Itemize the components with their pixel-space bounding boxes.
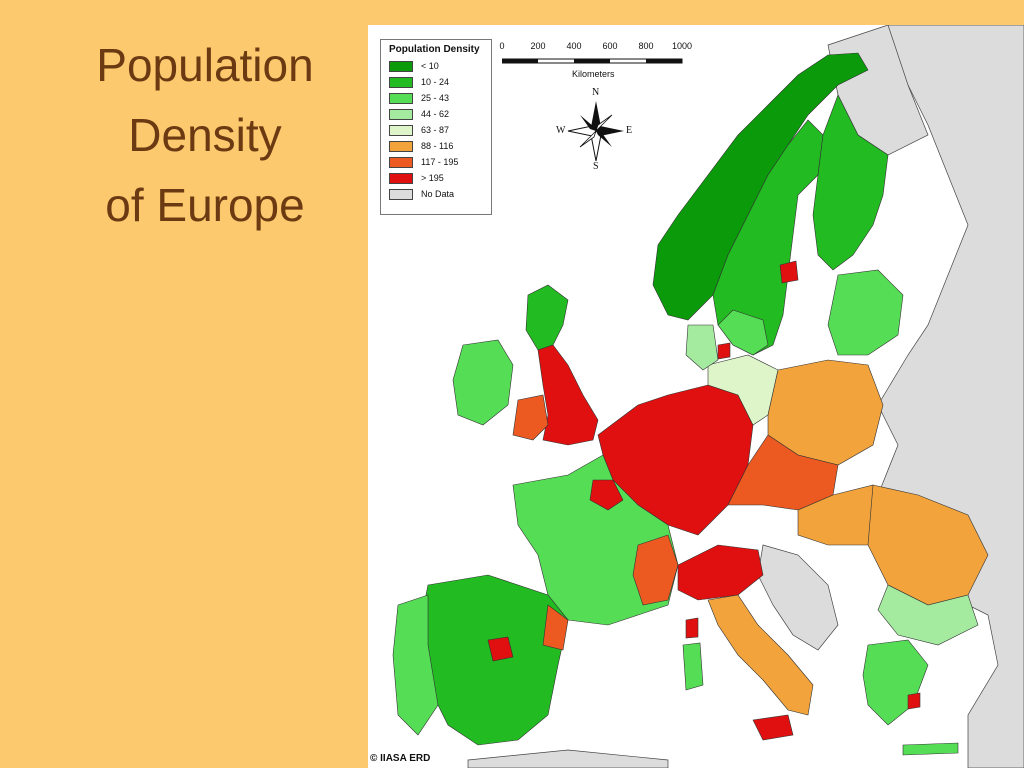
region-copenhagen — [717, 342, 731, 360]
region-paris-area — [589, 479, 624, 511]
legend-rows: < 10 10 - 24 25 - 43 44 - 62 63 - 87 88 - 116… — [389, 58, 485, 202]
region-bulgaria-green — [877, 584, 979, 646]
scale-tick-label: 1000 — [671, 41, 693, 51]
region-baltic — [827, 269, 904, 356]
region-north-italy — [677, 544, 764, 601]
scale-tick-label: 0 — [499, 41, 505, 51]
region-germany-east — [707, 354, 779, 426]
legend-item: > 195 — [389, 170, 485, 186]
legend-label: 117 - 195 — [421, 157, 459, 167]
title-line-3: of Europe — [105, 179, 305, 231]
legend-item: 44 - 62 — [389, 106, 485, 122]
legend-item: 63 - 87 — [389, 122, 485, 138]
slide-title: Population Density of Europe — [40, 30, 370, 240]
legend-title: Population Density — [389, 44, 480, 55]
map-canvas — [392, 25, 1024, 768]
legend-item: < 10 — [389, 58, 485, 74]
region-corsica — [685, 617, 699, 639]
region-stockholm — [779, 260, 799, 284]
legend-label: > 195 — [421, 173, 444, 183]
region-greece — [862, 639, 929, 726]
compass-icon — [567, 101, 624, 162]
compass-east-label: E — [626, 125, 633, 136]
legend-swatch — [389, 108, 413, 120]
region-sardinia — [682, 642, 704, 691]
region-madrid — [487, 636, 514, 662]
legend-label: 25 - 43 — [421, 93, 450, 103]
scale-bar-graphic — [502, 58, 683, 64]
legend-swatch — [389, 60, 413, 72]
balkans-no-data — [757, 544, 839, 651]
region-crete — [902, 742, 959, 756]
legend-label: No Data — [421, 189, 455, 199]
legend-swatch — [389, 156, 413, 168]
legend-label: 44 - 62 — [421, 109, 450, 119]
compass-south-label: S — [593, 161, 599, 172]
map-legend: Population Density < 10 10 - 24 25 - 43 44 … — [380, 39, 492, 215]
region-portugal — [392, 594, 439, 736]
scale-bar: 0 200 400 600 800 1000 Kilometers — [499, 41, 702, 85]
legend-label: < 10 — [421, 61, 439, 71]
no-data-land-east — [877, 25, 1024, 768]
region-poland — [767, 359, 884, 466]
region-sicily — [752, 714, 794, 741]
legend-item: 25 - 43 — [389, 90, 485, 106]
title-line-1: Population — [96, 39, 314, 91]
legend-item: No Data — [389, 186, 485, 202]
legend-item: 88 - 116 — [389, 138, 485, 154]
title-line-2: Density — [128, 109, 282, 161]
legend-swatch — [389, 172, 413, 184]
scale-tick-label: 600 — [602, 41, 618, 51]
region-denmark — [685, 324, 719, 371]
region-athens — [907, 692, 921, 710]
europe-density-map: Population Density < 10 10 - 24 25 - 43 44 … — [368, 25, 1024, 768]
scale-tick-label: 400 — [566, 41, 582, 51]
compass-west-label: W — [556, 125, 566, 136]
region-rhone — [632, 534, 679, 606]
compass-north-label: N — [592, 87, 600, 98]
legend-swatch — [389, 124, 413, 136]
region-finland — [812, 94, 889, 271]
legend-item: 117 - 195 — [389, 154, 485, 170]
region-italy — [707, 594, 814, 716]
legend-label: 10 - 24 — [421, 77, 450, 87]
scale-unit: Kilometers — [572, 69, 615, 79]
legend-item: 10 - 24 — [389, 74, 485, 90]
scale-tick-label: 200 — [530, 41, 546, 51]
region-catalonia — [542, 604, 569, 651]
legend-swatch — [389, 92, 413, 104]
scale-tick-label: 800 — [638, 41, 654, 51]
legend-label: 63 - 87 — [421, 125, 450, 135]
legend-swatch — [389, 76, 413, 88]
region-ireland — [452, 339, 514, 426]
map-credit: © IIASA ERD — [370, 753, 431, 764]
legend-swatch — [389, 188, 413, 200]
region-scotland — [525, 284, 569, 351]
north-africa-no-data — [467, 749, 669, 768]
region-england — [537, 344, 599, 446]
region-wales — [512, 394, 549, 441]
legend-label: 88 - 116 — [421, 141, 454, 151]
scale-ticks: 0 200 400 600 800 1000 — [499, 41, 702, 53]
compass-rose: N S W E — [556, 87, 636, 173]
legend-swatch — [389, 140, 413, 152]
region-sweden-south — [717, 309, 769, 356]
